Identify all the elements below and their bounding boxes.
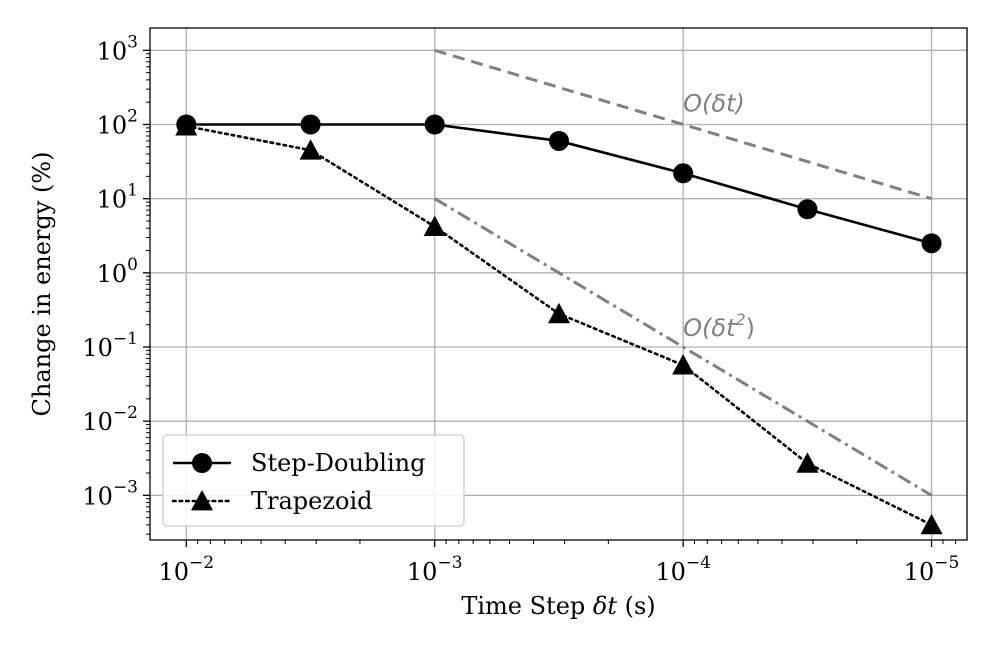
x-tick-label-base: 10 <box>158 558 189 586</box>
x-tick-label-exponent: −2 <box>189 553 214 573</box>
grid <box>150 28 967 540</box>
x-tick-label: 10−5 <box>904 553 960 586</box>
legend-label: Step-Doubling <box>251 449 425 477</box>
data-point-trapezoid <box>548 302 571 324</box>
y-axis-label: Change in energy (%) <box>28 152 56 417</box>
y-tick-label-base: 10 <box>97 111 128 139</box>
y-tick-label-exponent: 3 <box>127 32 138 52</box>
y-tick-label-exponent: 1 <box>127 181 138 201</box>
series-layer <box>175 114 943 535</box>
y-tick-label: 102 <box>97 106 138 139</box>
y-tick-label-base: 10 <box>82 482 113 510</box>
x-axis-label: Time Step δt (s) <box>461 592 655 620</box>
reference-line-label-main: O(δt) <box>683 89 745 117</box>
legend-box <box>162 434 465 527</box>
x-axis-label-prefix: Time Step <box>461 592 593 620</box>
x-tick-label-base: 10 <box>904 558 935 586</box>
y-tick-label: 101 <box>97 181 138 214</box>
reference-line-label: O(δt) <box>683 89 745 117</box>
reference-lines: O(δt)O(δt2) <box>433 48 933 497</box>
y-tick-label-base: 10 <box>97 260 128 288</box>
data-point-trapezoid <box>796 452 819 473</box>
data-point-step-doubling <box>549 130 570 151</box>
x-tick-label: 10−3 <box>407 553 463 586</box>
x-tick-label-base: 10 <box>655 558 686 586</box>
data-point-trapezoid <box>920 513 943 535</box>
x-axis-label-variable: δt <box>593 592 617 620</box>
y-tick-label-base: 10 <box>97 37 128 65</box>
x-tick-label-base: 10 <box>407 558 438 586</box>
reference-line-label-superscript: 2 <box>735 310 745 329</box>
data-point-trapezoid <box>299 139 322 160</box>
y-tick-label: 10−3 <box>82 477 138 510</box>
data-point-step-doubling <box>797 199 818 220</box>
y-tick-label-base: 10 <box>82 334 113 362</box>
y-tick-label-exponent: −3 <box>113 477 138 497</box>
data-point-step-doubling <box>673 163 694 184</box>
x-tick-label-exponent: −3 <box>437 553 462 573</box>
legend-label: Trapezoid <box>251 487 373 515</box>
y-tick-label-exponent: −1 <box>113 329 138 349</box>
x-tick-label: 10−2 <box>158 553 214 586</box>
y-tick-label: 10−2 <box>82 403 138 436</box>
reference-line-label: O(δt2) <box>683 310 755 342</box>
data-point-step-doubling <box>424 114 445 135</box>
reference-line-label-main: O(δt <box>683 314 737 342</box>
y-tick-label-exponent: 2 <box>127 106 138 126</box>
y-tick-label: 100 <box>97 255 138 288</box>
data-point-trapezoid <box>672 354 695 375</box>
y-tick-label-exponent: −2 <box>113 403 138 423</box>
x-tick-label-exponent: −4 <box>686 553 711 573</box>
x-axis-label-suffix: (s) <box>617 592 656 620</box>
data-point-trapezoid <box>423 215 446 236</box>
legend-marker <box>191 490 213 511</box>
y-tick-label-base: 10 <box>97 186 128 214</box>
data-point-trapezoid <box>175 115 198 136</box>
data-point-step-doubling <box>300 114 321 135</box>
y-tick-label-base: 10 <box>82 408 113 436</box>
legend-marker <box>192 453 212 473</box>
reference-line <box>434 48 932 201</box>
data-point-step-doubling <box>921 233 942 254</box>
y-tick-label: 103 <box>97 32 138 65</box>
x-tick-label: 10−4 <box>655 553 711 586</box>
y-tick-label: 10−1 <box>82 329 138 362</box>
x-tick-label-exponent: −5 <box>934 553 959 573</box>
y-tick-label-exponent: 0 <box>127 255 138 275</box>
reference-line <box>433 197 933 497</box>
legend: Step-Doubling Trapezoid <box>162 434 465 527</box>
reference-line-label-close: ) <box>746 314 755 342</box>
